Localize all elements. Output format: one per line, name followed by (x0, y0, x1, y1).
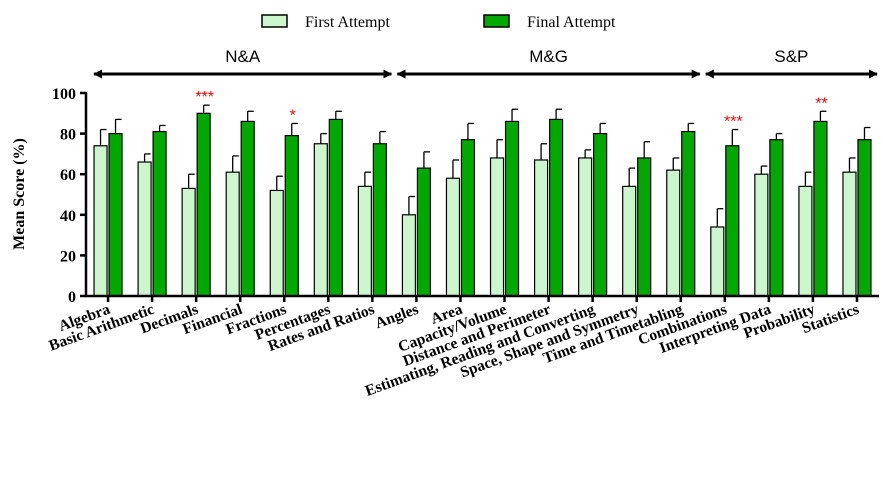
bar-final-attempt-combinations (725, 145, 740, 297)
significance-marker-probability: ** (815, 95, 827, 112)
bar-first-attempt-fractions (269, 189, 284, 297)
bar-final-attempt-capacity-volume (504, 120, 520, 297)
y-tick-label-100: 100 (52, 86, 76, 103)
bar-final-attempt-probability (813, 120, 828, 297)
y-axis: 0 20 40 60 80 100 (52, 86, 88, 306)
bar-first-attempt-estimating-reading-and-converting (578, 157, 593, 297)
legend-swatch-final-attempt (483, 14, 510, 28)
bar-final-attempt-financial (240, 120, 255, 297)
legend-label-first-attempt: First Attempt (305, 14, 390, 31)
bar-first-attempt-percentages (313, 143, 328, 297)
y-axis-title: Mean Score (%) (11, 138, 28, 250)
legend: First Attempt Final Attempt (261, 14, 616, 31)
y-tick-label-80: 80 (60, 127, 76, 144)
significance-marker-combinations: *** (724, 114, 743, 131)
bar-first-attempt-angles (401, 214, 417, 297)
y-tick-label-40: 40 (60, 208, 76, 225)
bar-first-attempt-rates-and-ratios (357, 185, 372, 297)
bar-first-attempt-probability (798, 185, 813, 297)
significance-marker-decimals: *** (195, 89, 214, 106)
category-area (445, 122, 476, 297)
bar-first-attempt-space-shape-and-symmetry (622, 185, 637, 297)
y-tick-label-0: 0 (68, 289, 76, 306)
category-rates-and-ratios (357, 130, 387, 297)
bar-final-attempt-time-and-timetabling (681, 130, 696, 297)
category-algebra (93, 118, 123, 297)
legend-label-final-attempt: Final Attempt (527, 14, 616, 31)
bar-final-attempt-angles (416, 167, 432, 297)
bar-final-attempt-fractions (284, 135, 299, 297)
legend-swatch-first-attempt (261, 14, 288, 28)
y-tick-label-20: 20 (60, 248, 76, 265)
category-combinations: *** (710, 114, 743, 297)
category-statistics (842, 126, 872, 297)
bar-final-attempt-algebra (108, 133, 123, 297)
category-probability: ** (798, 95, 828, 297)
category-fractions: * (269, 107, 299, 297)
bar-first-attempt-capacity-volume (489, 157, 505, 297)
group-label-s-p: S&P (774, 47, 808, 66)
x-tick-label-angles: Angles (373, 301, 421, 332)
category-financial (225, 110, 255, 297)
bar-final-attempt-interpreting-data (769, 139, 784, 297)
category-interpreting-data (754, 132, 784, 297)
bar-first-attempt-interpreting-data (754, 173, 769, 297)
bar-final-attempt-area (460, 139, 476, 297)
bar-final-attempt-distance-and-perimeter (548, 118, 564, 297)
category-percentages (313, 110, 343, 297)
bar-final-attempt-percentages (328, 118, 343, 297)
group-label-n-a: N&A (225, 47, 261, 66)
category-time-and-timetabling (666, 122, 696, 297)
bar-first-attempt-decimals (181, 187, 196, 297)
group-label-m-g: M&G (529, 47, 568, 66)
bar-first-attempt-area (445, 177, 461, 297)
bar-final-attempt-decimals (196, 112, 211, 297)
category-distance-and-perimeter (533, 108, 564, 297)
bar-final-attempt-space-shape-and-symmetry (637, 157, 652, 297)
bar-final-attempt-statistics (857, 139, 872, 297)
bar-first-attempt-financial (225, 171, 240, 297)
bar-first-attempt-combinations (710, 226, 725, 297)
category-angles (401, 151, 432, 297)
bar-final-attempt-basic-arithmetic (152, 130, 167, 297)
category-basic-arithmetic (137, 124, 167, 297)
bar-first-attempt-distance-and-perimeter (533, 159, 549, 297)
category-space-shape-and-symmetry (622, 141, 652, 297)
category-capacity-volume (489, 108, 520, 297)
category-decimals: *** (181, 89, 214, 297)
bars: **** ***** (93, 89, 872, 297)
significance-marker-fractions: * (290, 107, 296, 124)
group-brackets: N&A M&G S&P (93, 47, 878, 79)
bar-first-attempt-statistics (842, 171, 857, 297)
bar-first-attempt-basic-arithmetic (137, 161, 152, 297)
bar-first-attempt-time-and-timetabling (666, 169, 681, 297)
bar-first-attempt-algebra (93, 145, 108, 297)
bar-final-attempt-rates-and-ratios (372, 143, 387, 297)
category-estimating-reading-and-converting (578, 122, 608, 297)
y-tick-label-60: 60 (60, 167, 76, 184)
bar-final-attempt-estimating-reading-and-converting (593, 133, 608, 297)
